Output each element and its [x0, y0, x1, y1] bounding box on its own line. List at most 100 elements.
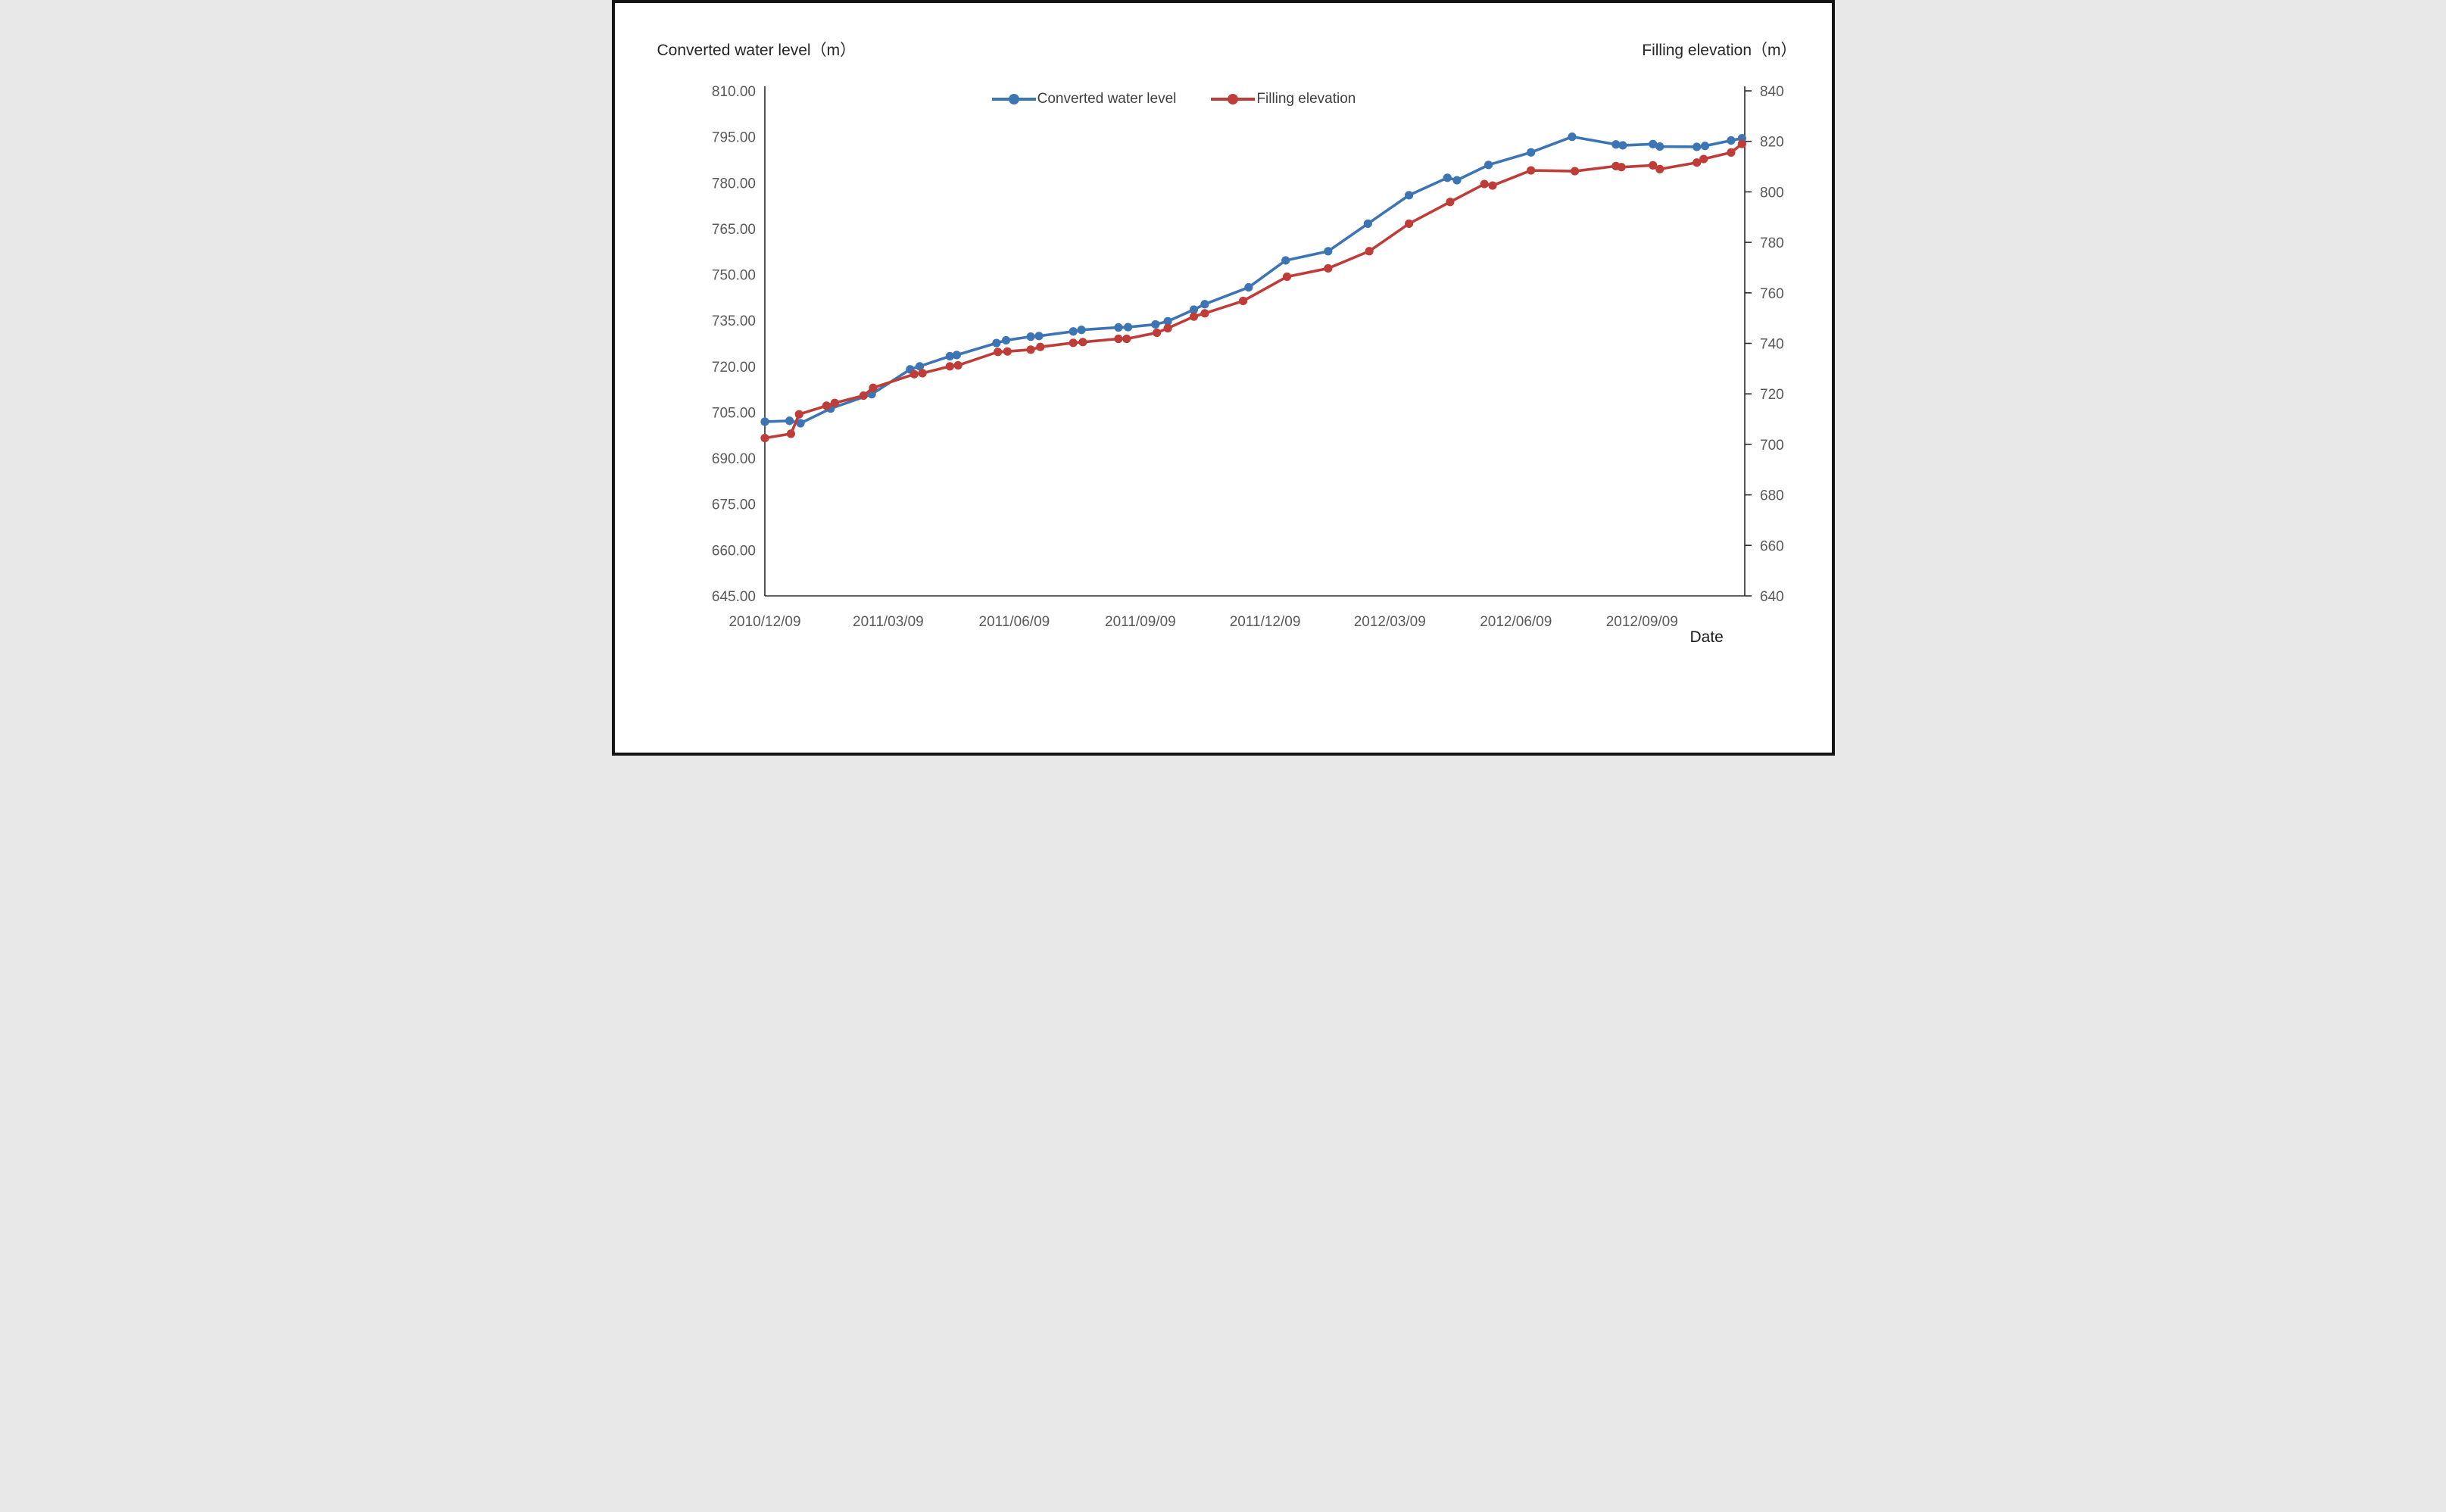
line-chart-plot-area: 810.00 795.00 780.00 765.00 750.00 735.00 720.…	[711, 84, 1784, 630]
data-point-marker	[1726, 148, 1736, 157]
left-axis-tick-label: 795.00	[711, 130, 755, 146]
data-point-marker	[1162, 316, 1172, 326]
data-point-marker	[1404, 219, 1413, 229]
data-point-marker	[1069, 338, 1078, 348]
data-point-marker	[1443, 173, 1452, 182]
data-point-marker	[945, 351, 954, 361]
data-point-marker	[1655, 164, 1664, 173]
left-axis-tick-label: 690.00	[711, 451, 755, 467]
data-point-marker	[991, 338, 1000, 348]
left-axis-tick-label: 645.00	[711, 589, 755, 605]
data-point-marker	[1034, 332, 1044, 341]
data-point-marker	[1618, 141, 1627, 150]
data-point-marker	[993, 348, 1002, 357]
data-point-marker	[1078, 338, 1087, 347]
x-axis-tick-label: 2012/09/09	[1605, 614, 1677, 630]
data-point-marker	[760, 433, 769, 443]
data-point-marker	[1189, 312, 1198, 321]
x-axis-tick-label: 2012/06/09	[1480, 614, 1552, 630]
data-point-marker	[1238, 296, 1247, 306]
series-line	[763, 135, 1743, 425]
left-axis-title: Converted water level（m）	[657, 42, 856, 59]
data-point-marker	[1699, 154, 1708, 164]
data-point-marker	[1692, 142, 1701, 151]
right-axis-tick-label: 640	[1760, 589, 1784, 605]
data-point-marker	[1150, 320, 1159, 329]
series-line	[763, 142, 1743, 440]
data-point-marker	[1567, 132, 1577, 142]
chart-window: Converted water level（m） Filling elevati…	[611, 0, 1835, 756]
data-point-marker	[945, 362, 954, 371]
data-point-marker	[1200, 300, 1209, 309]
data-point-marker	[1025, 332, 1035, 341]
series-filling-elevation	[760, 139, 1746, 443]
left-axis-tick-label: 810.00	[711, 84, 755, 100]
data-point-marker	[1113, 334, 1123, 344]
data-point-marker	[1113, 323, 1123, 332]
data-point-marker	[1480, 179, 1489, 189]
data-point-marker	[830, 398, 839, 407]
data-point-marker	[795, 419, 805, 428]
right-axis-tick-label: 760	[1760, 286, 1784, 302]
data-point-marker	[909, 369, 919, 379]
left-axis-tick-label: 660.00	[711, 543, 755, 559]
data-point-marker	[1025, 345, 1035, 354]
data-point-marker	[1726, 136, 1736, 145]
data-point-marker	[1243, 282, 1253, 292]
data-point-marker	[1035, 342, 1044, 351]
data-point-marker	[1162, 323, 1172, 333]
data-point-marker	[1737, 139, 1746, 148]
right-axis-tick-label: 740	[1760, 337, 1784, 353]
right-axis-tick-label: 720	[1760, 387, 1784, 403]
data-point-marker	[1003, 347, 1012, 356]
data-point-marker	[1200, 309, 1209, 318]
right-axis-tick-label: 840	[1760, 84, 1784, 100]
data-point-marker	[1404, 191, 1413, 200]
data-point-marker	[918, 369, 927, 378]
right-axis-tick-label: 660	[1760, 538, 1784, 554]
data-point-marker	[1323, 263, 1332, 273]
x-axis-tick-label: 2012/03/09	[1353, 614, 1425, 630]
data-point-marker	[822, 401, 831, 410]
data-point-marker	[1365, 247, 1374, 256]
x-axis-tick-label: 2011/03/09	[853, 614, 924, 630]
x-axis-tick-label: 2011/12/09	[1229, 614, 1300, 630]
data-point-marker	[1281, 256, 1290, 265]
data-point-marker	[1152, 328, 1161, 338]
data-point-marker	[1282, 272, 1291, 282]
left-axis-tick-label: 720.00	[711, 360, 755, 376]
data-point-marker	[1323, 247, 1332, 256]
left-axis-tick-label: 705.00	[711, 405, 755, 421]
data-point-marker	[1526, 148, 1535, 157]
data-point-marker	[1452, 176, 1462, 185]
data-point-marker	[1655, 142, 1664, 151]
x-axis-tick-label: 2011/06/09	[978, 614, 1050, 630]
data-point-marker	[859, 391, 868, 401]
data-point-marker	[786, 429, 795, 438]
data-point-marker	[1617, 163, 1626, 172]
right-axis-tick-label: 820	[1760, 135, 1784, 151]
x-axis-tick-label: 2010/12/09	[728, 614, 800, 630]
data-point-marker	[868, 383, 878, 392]
left-axis-tick-label: 735.00	[711, 313, 755, 329]
data-point-marker	[915, 362, 924, 371]
data-point-marker	[1648, 161, 1657, 170]
data-point-marker	[1189, 305, 1198, 314]
data-point-marker	[760, 417, 769, 426]
data-point-marker	[1611, 140, 1620, 149]
data-point-marker	[1076, 326, 1086, 335]
data-point-marker	[953, 360, 962, 370]
data-point-marker	[1692, 158, 1701, 167]
data-point-marker	[785, 416, 794, 426]
data-point-marker	[1069, 327, 1078, 336]
right-axis-tick-label: 800	[1760, 185, 1784, 201]
left-axis-tick-label: 780.00	[711, 176, 755, 192]
right-axis-tick-label: 780	[1760, 235, 1784, 251]
left-axis-tick-label: 675.00	[711, 497, 755, 513]
data-point-marker	[1700, 142, 1709, 151]
right-axis-title: Filling elevation（m）	[1642, 42, 1797, 59]
right-axis-tick-label: 700	[1760, 438, 1784, 454]
data-point-marker	[1526, 166, 1535, 175]
data-point-marker	[1570, 167, 1579, 176]
data-point-marker	[1484, 161, 1493, 170]
